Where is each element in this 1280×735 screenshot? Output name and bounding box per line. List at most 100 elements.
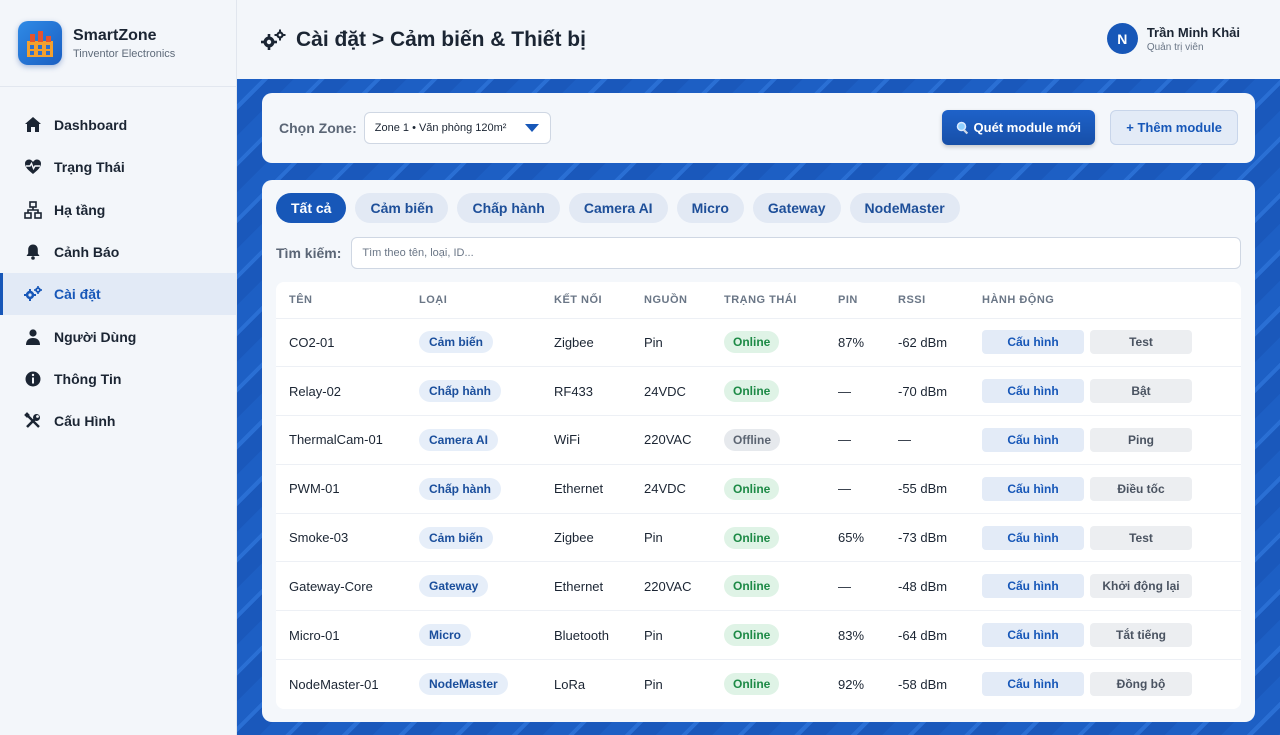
search-input[interactable] <box>351 237 1241 269</box>
action-button[interactable]: Khởi động lại <box>1090 574 1192 599</box>
status-cell: Offline <box>711 415 825 465</box>
module-type-cell: Camera AI <box>406 415 541 465</box>
sidebar-item-trang-thai[interactable]: Trạng Thái <box>0 146 236 188</box>
sidebar-item-dashboard[interactable]: Dashboard <box>0 104 236 146</box>
action-button[interactable]: Đồng bộ <box>1090 672 1192 697</box>
power-source: 24VDC <box>631 464 711 514</box>
rssi-value: -58 dBm <box>898 676 948 692</box>
caret-down-icon <box>524 124 539 132</box>
column-header: HÀNH ĐỘNG <box>969 282 1241 319</box>
search-row: Tìm kiếm: <box>276 237 1241 269</box>
rssi-value: -55 dBm <box>885 464 969 514</box>
connection: LoRa <box>554 676 586 692</box>
rssi-value: — <box>885 415 969 465</box>
battery-level: — <box>825 366 885 417</box>
gears-icon <box>261 29 286 50</box>
action-button[interactable]: Bật <box>1090 379 1192 404</box>
actions-cell: Cấu hình Test <box>969 318 1241 368</box>
add-module-button[interactable]: + Thêm module <box>1110 110 1238 145</box>
heartbeat-icon <box>24 158 42 176</box>
power-source: 220VAC <box>631 561 711 612</box>
configure-button[interactable]: Cấu hình <box>982 330 1084 355</box>
status-badge: Online <box>724 331 780 354</box>
sidebar-item-label: Cấu Hình <box>54 413 116 430</box>
module-list-card: Tất cả Cảm biến Chấp hành Camera AI Micro Gat… <box>262 180 1255 722</box>
scan-module-button[interactable]: Quét module mới <box>941 110 1095 145</box>
bell-icon <box>24 243 42 261</box>
module-type-cell: NodeMaster <box>406 660 541 709</box>
column-header: TRẠNG THÁI <box>711 282 825 319</box>
configure-button[interactable]: Cấu hình <box>982 574 1084 599</box>
action-button[interactable]: Ping <box>1090 427 1192 452</box>
action-button[interactable]: Test <box>1090 525 1192 550</box>
action-button[interactable]: Test <box>1090 330 1192 355</box>
action-button[interactable]: Tắt tiếng <box>1090 623 1192 648</box>
module-name: NodeMaster-01 <box>289 676 379 692</box>
action-button[interactable]: Điều tốc <box>1090 476 1192 501</box>
rssi-value: -70 dBm <box>885 366 969 417</box>
filter-chip[interactable]: Chấp hành <box>457 193 560 223</box>
connection: Ethernet <box>541 464 631 514</box>
filter-chip[interactable]: Cảm biến <box>355 193 449 223</box>
actions-cell: Cấu hình Đồng bộ <box>969 660 1241 709</box>
brand-name: SmartZone <box>73 26 157 44</box>
table-row: PWM-01 Chấp hành Ethernet 24VDC Online — -55 d… <box>276 464 1241 514</box>
module-type-cell: Cảm biến <box>406 318 541 368</box>
module-name: Smoke-03 <box>276 513 406 563</box>
connection: Zigbee <box>541 513 631 563</box>
module-type-cell: Chấp hành <box>406 464 541 514</box>
page-title: Cài đặt > Cảm biến & Thiết bị <box>261 28 586 52</box>
type-badge: Cảm biến <box>419 331 494 354</box>
avatar[interactable]: N <box>1106 23 1138 54</box>
module-name: Gateway-Core <box>276 561 406 612</box>
power-source: 220VAC <box>631 415 711 465</box>
connection: Ethernet <box>541 561 631 612</box>
configure-button[interactable]: Cấu hình <box>982 476 1084 501</box>
table-row: Relay-02 Chấp hành RF433 24VDC Online — -70 dB… <box>276 366 1241 417</box>
table-row: ThermalCam-01 Camera AI WiFi 220VAC Offline —… <box>276 415 1241 465</box>
sidebar-item-ha-tang[interactable]: Hạ tầng <box>0 189 236 231</box>
smartzone-logo-icon <box>18 21 62 65</box>
configure-button[interactable]: Cấu hình <box>982 623 1084 648</box>
sidebar-item-label: Người Dùng <box>54 328 137 345</box>
rssi-value: -62 dBm <box>885 318 969 368</box>
sidebar-item-label: Dashboard <box>54 117 128 134</box>
status-cell: Online <box>711 513 825 563</box>
filter-chip[interactable]: Camera AI <box>568 193 668 223</box>
status-cell: Online <box>711 660 825 709</box>
filter-chip[interactable]: Micro <box>676 193 744 223</box>
filter-chip[interactable]: Gateway <box>752 193 841 223</box>
configure-button[interactable]: Cấu hình <box>982 427 1084 452</box>
module-name: CO2-01 <box>276 318 406 368</box>
configure-button[interactable]: Cấu hình <box>982 379 1084 404</box>
filter-chip[interactable]: NodeMaster <box>849 193 960 223</box>
table-row: CO2-01 Cảm biến Zigbee Pin Online 87% -62 dBm C… <box>276 318 1241 368</box>
configure-button[interactable]: Cấu hình <box>982 672 1084 697</box>
filter-chip[interactable]: Tất cả <box>276 193 347 223</box>
actions-cell: Cấu hình Tắt tiếng <box>969 610 1241 661</box>
sidebar-item-thong-tin[interactable]: Thông Tin <box>0 358 236 400</box>
sidebar-item-nguoi-dung[interactable]: Người Dùng <box>0 315 236 357</box>
user-profile[interactable]: N Trần Minh Khải Quản trị viên <box>1106 23 1240 54</box>
main-content: Chọn Zone: Zone 1 • Văn phòng 120m² Quét… <box>237 79 1280 735</box>
sidebar-item-label: Cảnh Báo <box>54 244 120 261</box>
sidebar-item-cai-dat[interactable]: Cài đặt <box>0 273 236 316</box>
actions-cell: Cấu hình Điều tốc <box>969 464 1241 514</box>
user-name: Trần Minh Khải <box>1146 24 1240 40</box>
column-header: TÊN <box>276 282 406 319</box>
sidebar-item-cau-hinh[interactable]: Cấu Hình <box>0 400 236 442</box>
actions-cell: Cấu hình Test <box>969 513 1241 563</box>
search-label: Tìm kiếm: <box>276 245 342 261</box>
module-name: PWM-01 <box>276 464 406 514</box>
sidebar-item-label: Trạng Thái <box>54 159 125 176</box>
type-badge: Gateway <box>419 575 489 598</box>
battery-level: 92% <box>838 676 865 692</box>
configure-button[interactable]: Cấu hình <box>982 525 1084 550</box>
zone-select[interactable]: Zone 1 • Văn phòng 120m² <box>363 112 551 144</box>
status-cell: Online <box>711 464 825 514</box>
sidebar-item-canh-bao[interactable]: Cảnh Báo <box>0 231 236 273</box>
table-row: Micro-01 Micro Bluetooth Pin Online 83% -64 dB… <box>276 610 1241 661</box>
actions-cell: Cấu hình Ping <box>969 415 1241 465</box>
column-header: LOẠI <box>406 282 541 319</box>
home-icon <box>24 116 42 134</box>
